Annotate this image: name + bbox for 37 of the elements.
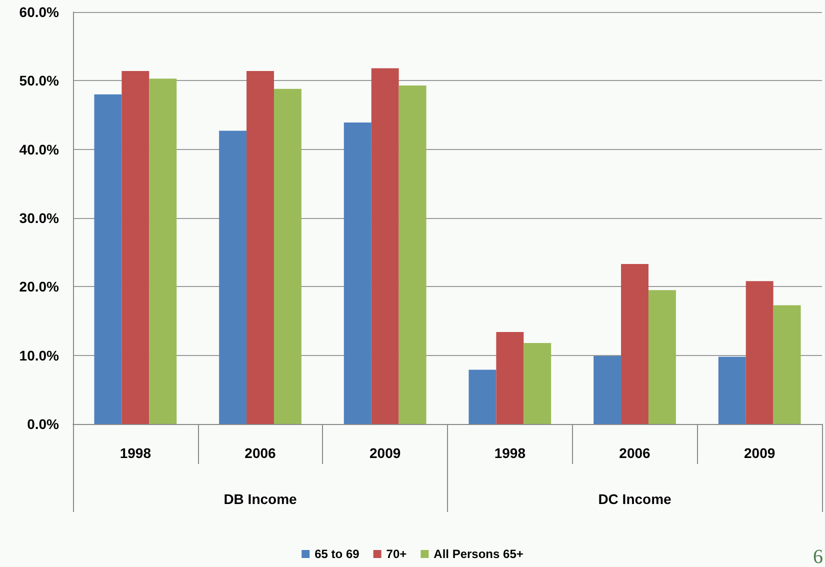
bar (274, 88, 302, 424)
bar (246, 71, 274, 424)
x-tick-label: 1998 (494, 445, 526, 461)
y-tick-label: 40.0% (19, 141, 60, 158)
legend-label: 70+ (386, 547, 407, 561)
text: 6 (813, 546, 823, 567)
y-tick-label: 0.0% (27, 416, 60, 432)
x-tick-label: 1998 (120, 445, 152, 461)
y-tick-label: 30.0% (19, 210, 60, 226)
bar (149, 78, 177, 424)
text: DC Income (598, 491, 672, 507)
x-tick-label: 2009 (370, 445, 401, 461)
bar (122, 71, 150, 424)
bar (524, 342, 552, 424)
y-tick-label: 20.0% (19, 278, 60, 295)
bar (621, 264, 648, 424)
x-tick-label: 2006 (619, 445, 651, 461)
bar (468, 370, 496, 424)
bar (718, 356, 746, 424)
bar (746, 281, 774, 424)
bar (371, 68, 399, 424)
bar (94, 94, 122, 424)
x-tick-label: 2009 (744, 445, 776, 461)
y-tick-label: 60.0% (19, 4, 60, 20)
bar (219, 130, 247, 424)
legend-label: All Persons 65+ (434, 547, 524, 561)
bar (773, 305, 801, 424)
bar (496, 332, 524, 424)
y-tick-label: 50.0% (19, 72, 60, 89)
x-tick-label: 2006 (244, 445, 276, 461)
bar (594, 356, 622, 424)
y-tick-label: 10.0% (19, 347, 60, 364)
text: DB Income (224, 491, 298, 507)
bar (648, 290, 676, 424)
bar (344, 122, 372, 424)
bar (398, 85, 426, 424)
legend-label: 65 to 69 (314, 547, 360, 561)
